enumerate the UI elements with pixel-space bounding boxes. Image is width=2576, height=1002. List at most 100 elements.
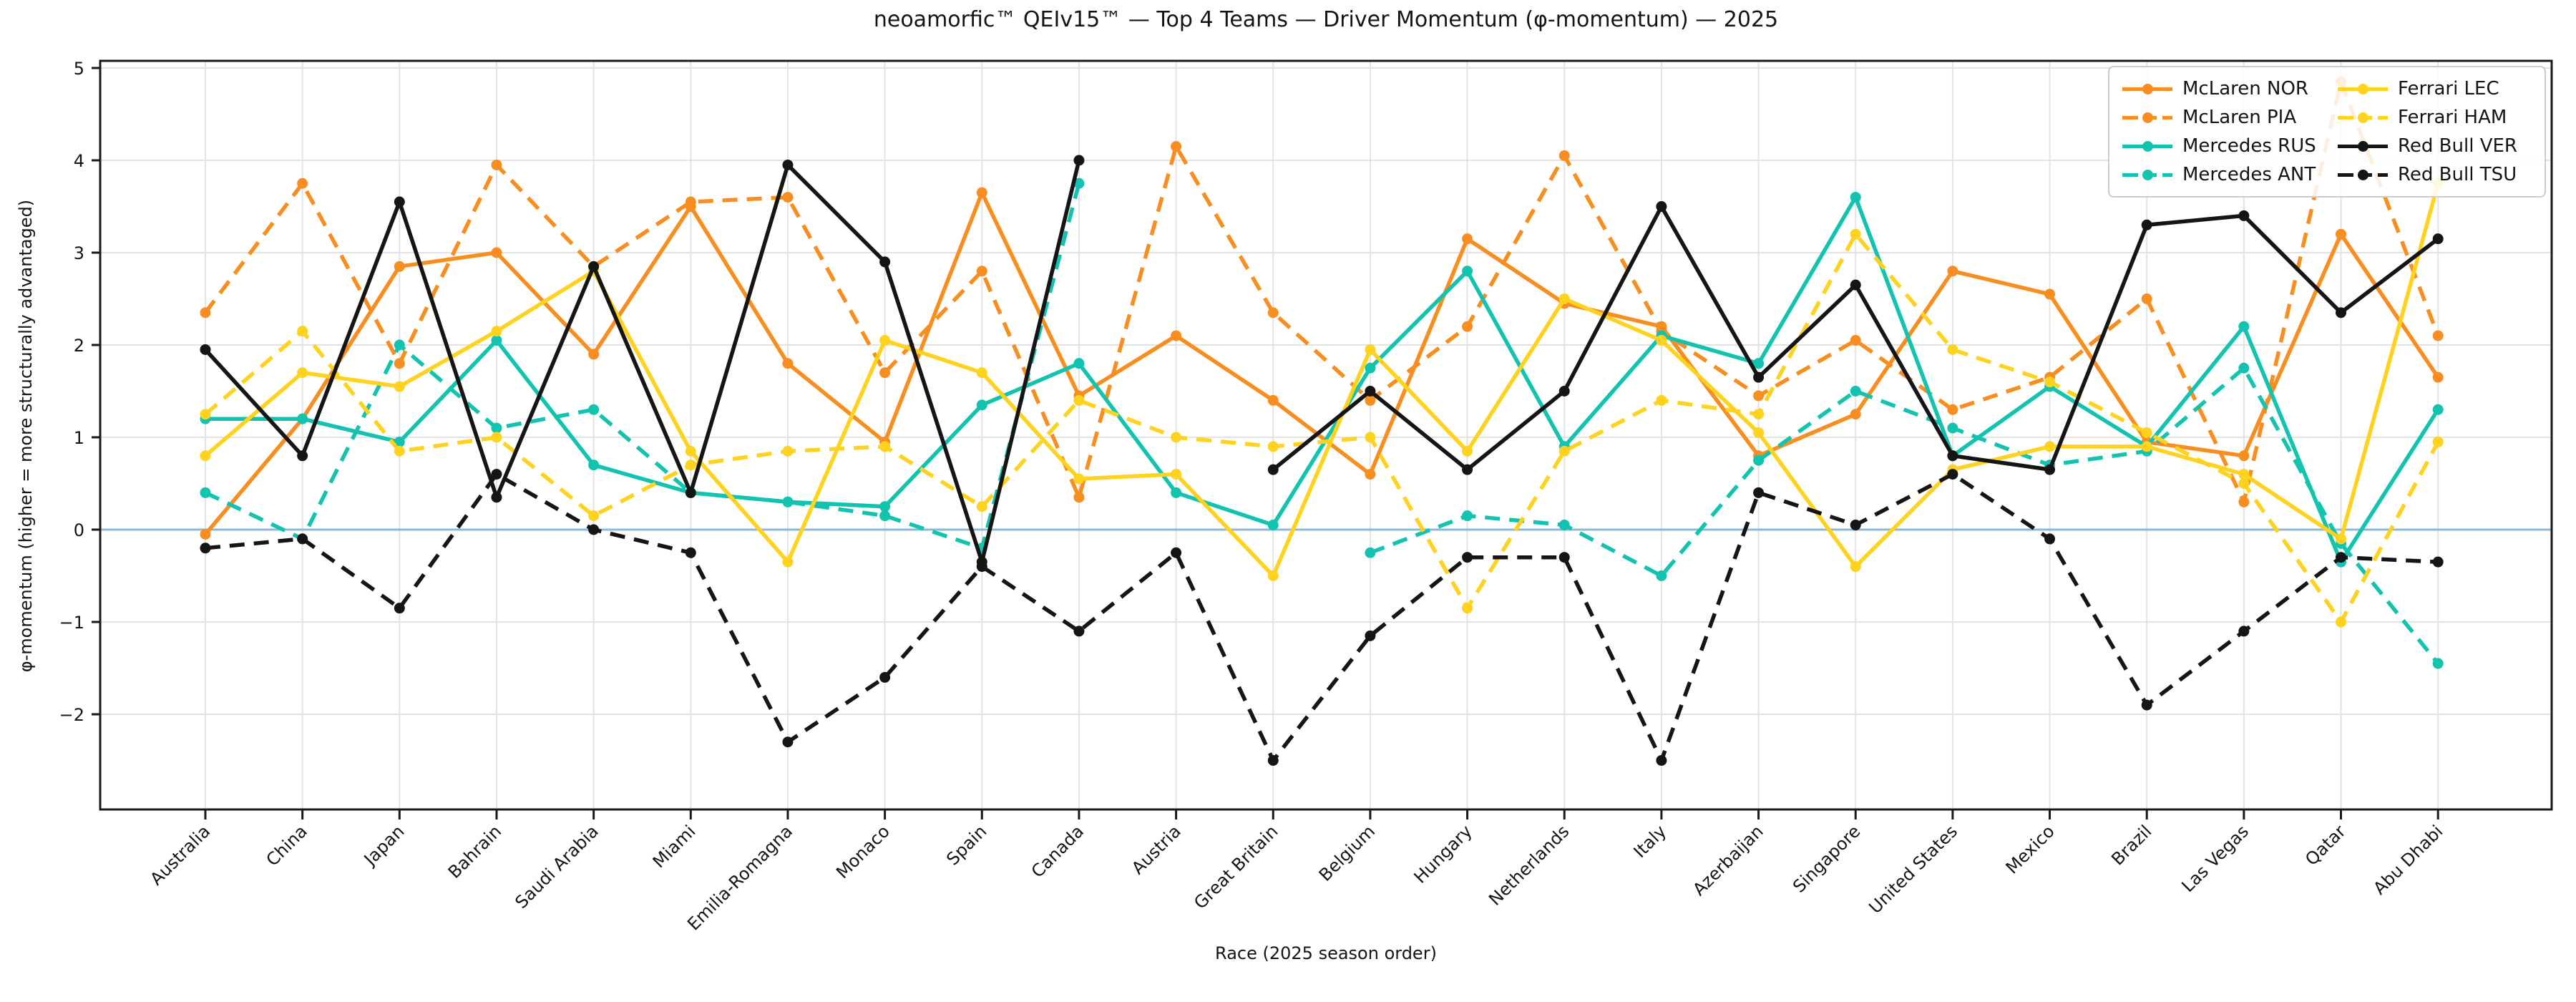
data-point-mclaren-nor-singapore <box>1850 409 1861 420</box>
data-point-mercedes-rus-abu-dhabi <box>2432 404 2444 415</box>
data-point-mercedes-rus-canada <box>1073 358 1085 369</box>
series-line-mercedes-ant <box>204 183 2440 665</box>
x-tick-label-monaco: Monaco <box>832 821 894 882</box>
y-tick-label-5: 5 <box>74 59 84 79</box>
x-tick-label-italy: Italy <box>1630 821 1671 862</box>
data-point-mercedes-ant-monaco <box>879 510 891 522</box>
series-line-red-bull-tsu <box>205 472 2439 763</box>
data-point-red-bull-ver-azerbaijan <box>1753 371 1765 383</box>
series-line-ferrari-lec <box>204 183 2440 578</box>
data-point-ferrari-lec-belgium <box>1365 344 1376 355</box>
data-point-red-bull-ver-saudi-arabia <box>588 261 600 272</box>
x-tick-label-japan: Japan <box>359 821 409 870</box>
legend-label-ferrari-lec: Ferrari LEC <box>2398 78 2499 99</box>
data-point-ferrari-lec-las-vegas <box>2238 469 2250 480</box>
legend-label-red-bull-ver: Red Bull VER <box>2398 135 2517 157</box>
data-point-mclaren-nor-austria <box>1171 330 1182 341</box>
data-point-ferrari-ham-united-states <box>1947 344 1958 355</box>
data-point-red-bull-tsu-australia <box>200 543 211 554</box>
data-point-mercedes-ant-azerbaijan <box>1753 454 1765 466</box>
data-point-red-bull-tsu-abu-dhabi <box>2432 556 2444 568</box>
data-point-mclaren-pia-spain <box>976 266 987 277</box>
data-point-red-bull-tsu-brazil <box>2141 699 2152 711</box>
x-tick-label-spain: Spain <box>942 821 990 869</box>
data-point-ferrari-ham-abu-dhabi <box>2432 436 2444 447</box>
data-point-red-bull-ver-hungary <box>1462 464 1473 475</box>
legend-label-mercedes-rus: Mercedes RUS <box>2182 135 2316 157</box>
data-point-red-bull-ver-abu-dhabi <box>2432 233 2444 245</box>
data-point-mercedes-ant-australia <box>200 487 211 498</box>
data-point-red-bull-ver-brazil <box>2141 219 2152 230</box>
x-tick-label-bahrain: Bahrain <box>444 821 505 882</box>
data-point-ferrari-ham-saudi-arabia <box>588 510 600 522</box>
data-point-red-bull-tsu-austria <box>1171 547 1182 558</box>
data-point-ferrari-lec-netherlands <box>1558 293 1570 304</box>
x-tick-label-netherlands: Netherlands <box>1485 821 1573 909</box>
data-point-mclaren-pia-united-states <box>1947 404 1958 415</box>
x-tick-label-austria: Austria <box>1128 821 1185 878</box>
data-point-red-bull-ver-emilia-romagna <box>782 159 794 170</box>
y-tick-label-4: 4 <box>74 151 84 171</box>
data-point-red-bull-tsu-emilia-romagna <box>782 736 794 748</box>
data-point-red-bull-tsu-monaco <box>879 671 891 683</box>
legend-line-sample-mclaren-pia <box>2122 112 2172 123</box>
data-point-mercedes-rus-singapore <box>1850 192 1861 203</box>
data-point-mercedes-rus-las-vegas <box>2238 321 2250 332</box>
data-point-mercedes-rus-saudi-arabia <box>588 459 600 471</box>
data-point-ferrari-lec-great-britain <box>1267 570 1279 581</box>
data-point-mclaren-nor-united-states <box>1947 266 1958 277</box>
data-point-mercedes-ant-japan <box>394 339 405 351</box>
data-point-ferrari-ham-canada <box>1073 394 1085 406</box>
data-point-mercedes-ant-hungary <box>1462 510 1473 522</box>
data-point-red-bull-tsu-great-britain <box>1267 755 1279 766</box>
x-tick-label-abu-dhabi: Abu Dhabi <box>2369 821 2446 898</box>
data-point-ferrari-ham-miami <box>685 459 696 471</box>
data-point-mercedes-ant-united-states <box>1947 422 1958 434</box>
data-point-ferrari-lec-canada <box>1073 473 1085 485</box>
data-point-red-bull-tsu-belgium <box>1365 630 1376 641</box>
data-point-ferrari-lec-hungary <box>1462 445 1473 457</box>
data-point-ferrari-ham-netherlands <box>1558 445 1570 457</box>
data-point-ferrari-ham-monaco <box>879 441 891 452</box>
data-point-red-bull-ver-singapore <box>1850 279 1861 291</box>
legend-label-red-bull-tsu: Red Bull TSU <box>2398 164 2517 185</box>
data-point-mclaren-pia-china <box>297 177 308 189</box>
data-point-mclaren-pia-netherlands <box>1558 150 1570 162</box>
data-point-red-bull-tsu-spain <box>976 561 987 573</box>
y-tick-label--2: −2 <box>59 705 84 725</box>
data-point-red-bull-ver-canada <box>1073 155 1085 166</box>
data-point-mclaren-pia-hungary <box>1462 321 1473 332</box>
data-point-mercedes-rus-japan <box>394 436 405 447</box>
legend-column-1: McLaren NOR McLaren PIA Mercedes RUS Merced… <box>2122 74 2316 189</box>
legend-line-sample-ferrari-lec <box>2338 83 2388 94</box>
data-point-mercedes-rus-china <box>297 413 308 424</box>
legend-line-sample-mercedes-ant <box>2122 169 2172 180</box>
series-mclaren-nor <box>200 187 2444 540</box>
data-point-mclaren-pia-abu-dhabi <box>2432 330 2444 341</box>
data-point-ferrari-ham-las-vegas <box>2238 478 2250 489</box>
legend-line-sample-mercedes-rus <box>2122 140 2172 152</box>
data-point-mercedes-ant-bahrain <box>491 422 502 434</box>
x-tick-label-singapore: Singapore <box>1789 821 1864 896</box>
data-point-ferrari-ham-emilia-romagna <box>782 445 794 457</box>
series-red-bull-ver <box>200 155 2444 568</box>
data-point-mercedes-ant-singapore <box>1850 386 1861 397</box>
x-tick-label-brazil: Brazil <box>2107 821 2155 869</box>
data-point-mercedes-rus-belgium <box>1365 362 1376 374</box>
y-axis-label: φ-momentum (higher = more structurally a… <box>16 199 36 673</box>
data-point-mercedes-ant-italy <box>1656 570 1667 581</box>
series-mclaren-pia <box>200 76 2444 507</box>
legend-label-ferrari-ham: Ferrari HAM <box>2398 107 2507 128</box>
x-tick-label-hungary: Hungary <box>1410 821 1476 887</box>
data-point-ferrari-lec-australia <box>200 450 211 462</box>
data-point-mclaren-nor-japan <box>394 261 405 272</box>
data-point-ferrari-ham-qatar <box>2336 616 2347 628</box>
series-ferrari-lec <box>200 177 2444 581</box>
data-point-mercedes-ant-las-vegas <box>2238 362 2250 374</box>
data-point-red-bull-tsu-canada <box>1073 626 1085 637</box>
x-tick-label-las-vegas: Las Vegas <box>2177 821 2253 896</box>
data-point-ferrari-lec-singapore <box>1850 561 1861 573</box>
x-tick-label-great-britain: Great Britain <box>1190 821 1282 913</box>
x-axis-label: Race (2025 season order) <box>1215 943 1437 963</box>
chart-title: neoamorfic™ QEIv15™ — Top 4 Teams — Driv… <box>873 7 1779 32</box>
